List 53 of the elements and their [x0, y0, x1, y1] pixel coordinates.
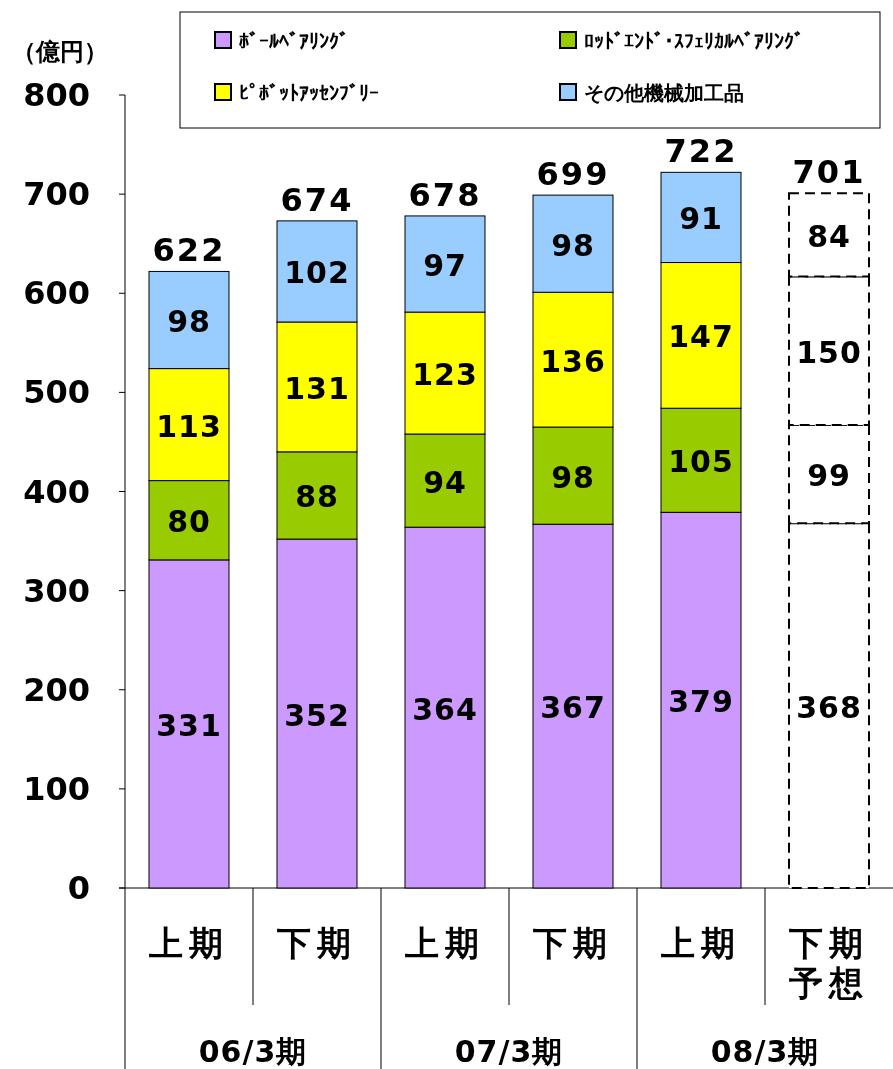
data-label: 352 — [284, 697, 350, 733]
data-label: 123 — [412, 357, 478, 393]
total-label: 701 — [792, 153, 866, 192]
data-label: 331 — [156, 707, 222, 743]
y-tick-label: 0 — [67, 869, 90, 907]
data-label: 80 — [167, 504, 211, 540]
total-label: 622 — [152, 231, 226, 270]
legend-label: ﾎﾞｰﾙﾍﾞｱﾘﾝｸﾞ — [239, 29, 349, 53]
data-label: 150 — [796, 334, 862, 370]
data-label: 98 — [167, 304, 211, 340]
y-tick-label: 400 — [23, 472, 90, 511]
x-tick-label: 下期 — [532, 923, 613, 963]
data-label: 364 — [412, 691, 478, 727]
data-label: 136 — [540, 343, 606, 379]
y-tick-label: 300 — [23, 571, 90, 610]
data-label: 99 — [807, 458, 851, 494]
text: 07/3期 — [454, 1034, 564, 1069]
data-label: 102 — [284, 255, 350, 291]
data-label: 97 — [423, 248, 467, 284]
y-tick-label: 500 — [23, 373, 90, 412]
total-label: 699 — [536, 155, 610, 194]
data-label: 105 — [668, 444, 734, 480]
data-label: 368 — [796, 689, 862, 725]
legend-label: その他機械加工品 — [584, 81, 744, 105]
legend-label: ﾋﾟﾎﾞｯﾄｱｯｾﾝﾌﾞﾘｰ — [239, 81, 379, 105]
legend-label: ﾛｯﾄﾞｴﾝﾄﾞ･ｽﾌｪﾘｶﾙﾍﾞｱﾘﾝｸﾞ — [584, 29, 804, 53]
total-label: 674 — [280, 180, 354, 219]
x-tick-label: 下期予想 — [788, 923, 869, 1003]
y-tick-label: 700 — [23, 175, 90, 214]
text: 08/3期 — [710, 1034, 820, 1069]
total-label: 678 — [408, 175, 482, 214]
data-label: 88 — [295, 479, 339, 515]
x-tick-label: 上期 — [660, 923, 741, 963]
y-tick-label: 600 — [23, 274, 90, 313]
data-label: 91 — [679, 201, 723, 237]
data-label: 367 — [540, 690, 606, 726]
data-label: 147 — [668, 319, 734, 355]
data-label: 113 — [156, 408, 222, 444]
text: 06/3期 — [198, 1034, 308, 1069]
data-label: 131 — [284, 370, 350, 406]
y-tick-label: 200 — [23, 670, 90, 709]
data-label: 379 — [668, 684, 734, 720]
data-label: 98 — [551, 227, 595, 263]
y-tick-label: 100 — [23, 769, 90, 808]
x-tick-label: 上期 — [148, 923, 229, 963]
data-label: 98 — [551, 459, 595, 495]
y-axis-title: （億円） — [12, 38, 108, 66]
total-label: 722 — [664, 132, 738, 171]
data-label: 84 — [807, 218, 851, 254]
y-tick-label: 800 — [23, 76, 90, 114]
x-tick-label: 下期 — [276, 923, 357, 963]
x-tick-label: 上期 — [404, 923, 485, 963]
data-label: 94 — [423, 464, 467, 500]
